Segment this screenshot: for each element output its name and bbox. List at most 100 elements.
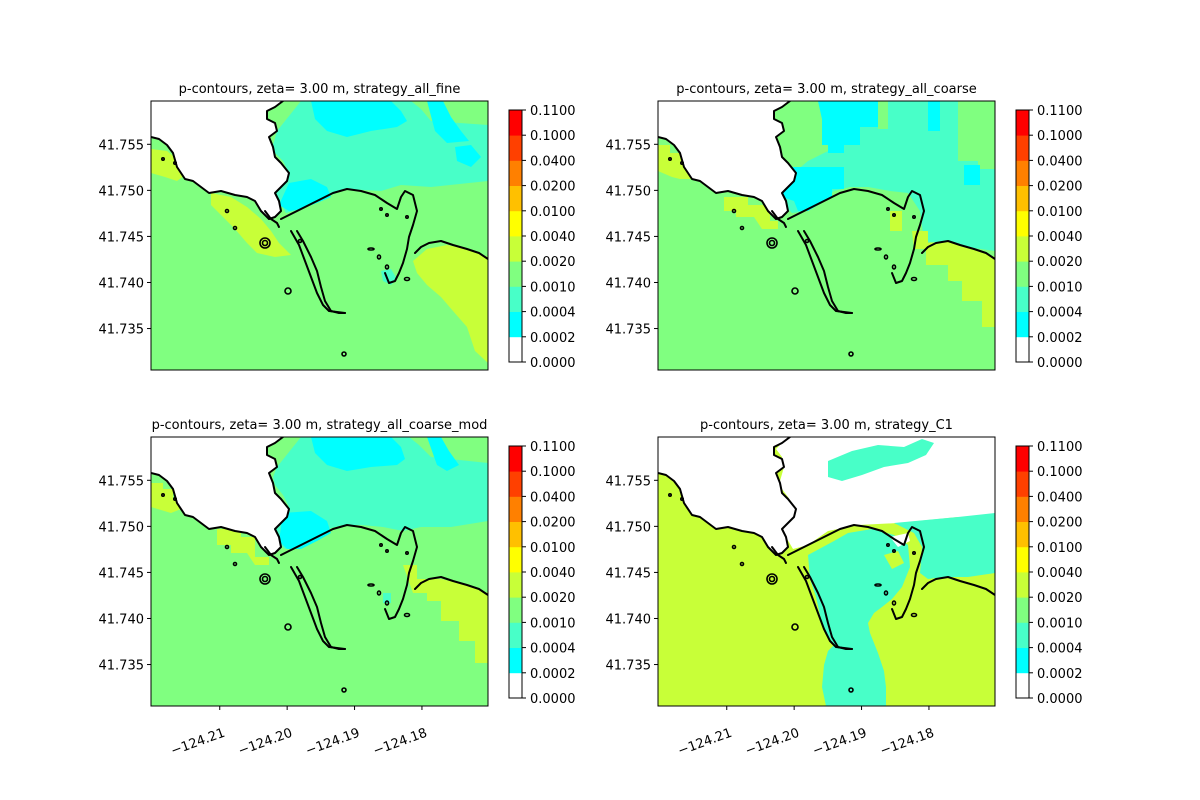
coastline [892,213,897,218]
colorbar-tick-label: 0.0040 [530,230,576,245]
coastline [679,496,684,501]
coastline [379,207,384,212]
colorbar: 0.0000 0.0002 0.0004 0.0010 0.0020 0.0040 0.01… [1015,104,1083,371]
coastline [367,247,375,251]
colorbar-tick-label: 0.0100 [530,205,576,220]
map-area [151,437,488,706]
colorbar-swatch [1016,521,1029,548]
coastline [284,623,292,631]
contour-region [858,553,876,585]
axes-frame [657,436,996,707]
contour-region [828,439,934,481]
colorbar-tick-label: 0.0200 [1037,180,1083,195]
contour-region [427,437,459,471]
colorbar: 0.0000 0.0002 0.0004 0.0010 0.0020 0.0040 0.01… [508,104,576,371]
contour-region [413,245,488,363]
colorbar: 0.0000 0.0002 0.0004 0.0010 0.0020 0.0040 0.01… [1015,440,1083,707]
contour-region [279,511,331,549]
x-tick-label: −124.21 [676,726,734,759]
coastline [280,524,418,620]
y-tick-label: 41.755 [606,138,652,153]
coastline [731,544,737,550]
y-tick-label: 41.745 [606,230,652,245]
colorbar-swatch [509,135,522,161]
coastline [768,575,776,583]
axes-frame [657,100,996,371]
colorbar-swatch [1016,546,1029,573]
contour-region [884,551,904,569]
colorbar-tick-label: 0.0020 [1037,591,1083,606]
contour-region [658,145,694,179]
coastline [224,208,230,214]
coastline [731,208,737,214]
contour-region [808,529,910,706]
contour-region [151,149,185,181]
colorbar-swatch [1016,135,1029,161]
land-area [151,437,289,555]
map-area [658,437,995,706]
y-tick-label: 41.750 [606,184,652,199]
contour-region [804,527,818,539]
contour-region [151,483,181,513]
land-area [151,101,289,219]
coastline [883,590,889,596]
y-tick-label: 41.755 [99,474,145,489]
y-tick-label: 41.755 [99,138,145,153]
coastline [804,574,810,580]
colorbar-swatch [509,647,522,674]
coastline [385,549,390,554]
coastline [771,546,787,564]
colorbar: 0.0000 0.0002 0.0004 0.0010 0.0020 0.0040 0.01… [508,440,576,707]
coastline [385,213,390,218]
contour-region [890,211,902,231]
x-tick-label: −124.20 [743,726,801,759]
colorbar-tick-label: 0.0000 [1037,692,1083,707]
colorbar-swatch [1016,672,1029,699]
colorbar-swatch [1016,471,1029,497]
coastline [172,496,177,501]
colorbar-swatch [1016,622,1029,648]
y-tick-label: 41.735 [99,659,145,674]
colorbar-swatch [509,572,522,598]
coastline [658,101,797,220]
coastline [679,160,684,165]
coastline [886,543,891,548]
colorbar-tick-label: 0.0010 [530,616,576,631]
coastline [224,544,230,550]
coastline [403,276,411,282]
coastline [848,687,854,693]
contour-region [211,193,291,257]
coastline [341,351,347,357]
contour-fill [658,437,995,706]
x-tick-label: −124.18 [371,726,429,759]
colorbar-tick-label: 0.0100 [1037,541,1083,556]
y-tick-label: 41.745 [99,230,145,245]
coastline [883,254,889,260]
colorbar-swatch [1016,597,1029,623]
coastline [668,156,673,161]
panel-fine: p-contours, zeta= 3.00 m, strategy_all_f… [99,82,576,371]
coastline [797,230,853,314]
contour-region [948,507,962,517]
colorbar-swatch [509,160,522,186]
colorbar-tick-label: 0.1100 [530,440,576,455]
x-tick-label: −124.21 [169,726,227,759]
coastline [161,492,166,497]
colorbar-tick-label: 0.0002 [530,667,576,682]
contour-fill [151,101,488,370]
coastline [161,156,166,161]
coastline [384,264,390,270]
coastline [912,215,917,220]
panel-coarse: p-contours, zeta= 3.00 m, strategy_all_c… [606,82,1083,371]
coastline [232,225,238,231]
colorbar-swatch [509,622,522,648]
y-tick-label: 41.735 [99,323,145,338]
axes-frame [150,100,489,371]
coastline [414,576,488,596]
y-tick-label: 41.755 [606,474,652,489]
colorbar-swatch [509,672,522,699]
coastline [768,239,776,247]
coastline [910,612,918,618]
contour-region [383,593,391,603]
colorbar-tick-label: 0.0020 [530,255,576,270]
